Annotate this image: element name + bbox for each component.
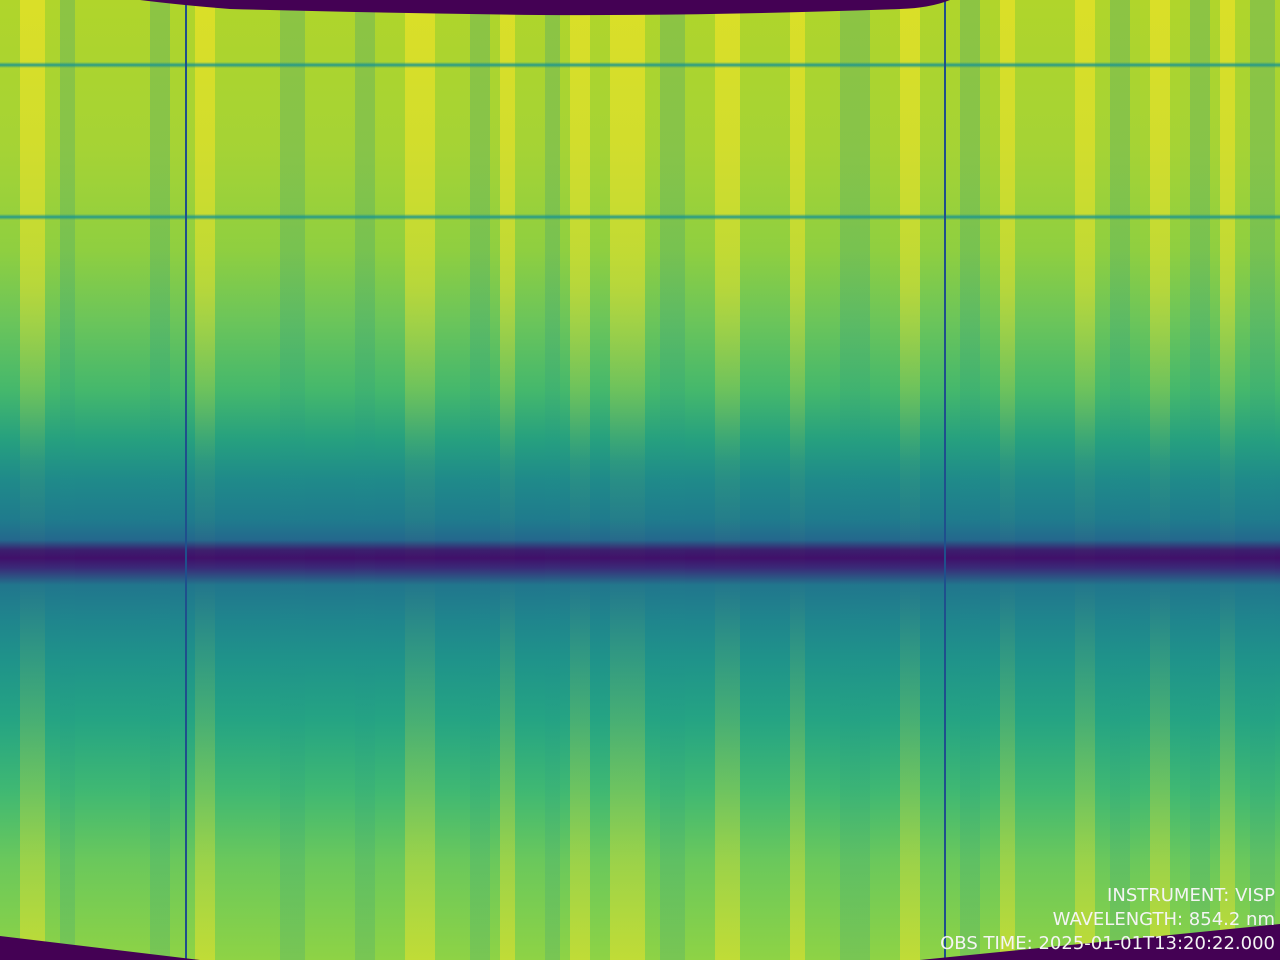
bright-stripe xyxy=(790,0,805,960)
top-mask-arc xyxy=(140,0,950,16)
bright-stripe xyxy=(1000,0,1015,960)
bright-stripe xyxy=(900,0,920,960)
absorption-line-upper xyxy=(0,62,1280,68)
dark-stripe xyxy=(1110,0,1130,960)
dark-stripe xyxy=(1190,0,1210,960)
dark-stripe xyxy=(280,0,305,960)
observation-info: INSTRUMENT: VISP WAVELENGTH: 854.2 nm OB… xyxy=(940,884,1275,956)
wavelength-label: WAVELENGTH: 854.2 nm xyxy=(1052,909,1275,930)
bright-stripe xyxy=(715,0,740,960)
bright-stripe xyxy=(570,0,590,960)
dark-stripe xyxy=(1250,0,1275,960)
slit-boundary-line-left xyxy=(185,0,187,960)
bright-stripe xyxy=(1075,0,1095,960)
dark-stripe xyxy=(840,0,870,960)
instrument-label: INSTRUMENT: VISP xyxy=(1107,885,1275,906)
dark-stripe xyxy=(660,0,685,960)
bright-stripe xyxy=(1220,0,1235,960)
slit-boundary-line-right xyxy=(944,0,946,960)
bright-stripe xyxy=(20,0,45,960)
dark-stripe xyxy=(355,0,375,960)
dark-stripe xyxy=(960,0,980,960)
bright-stripe xyxy=(195,0,215,960)
absorption-line-middle xyxy=(0,214,1280,220)
obs-time-label: OBS TIME: 2025-01-01T13:20:22.000 xyxy=(940,933,1275,954)
dark-stripe xyxy=(470,0,490,960)
bottom-right-mask xyxy=(920,924,1280,960)
dark-stripe xyxy=(60,0,75,960)
dark-stripe xyxy=(545,0,560,960)
bright-stripe xyxy=(610,0,645,960)
bottom-left-mask xyxy=(0,936,200,960)
bright-stripe xyxy=(500,0,515,960)
bright-stripe xyxy=(1150,0,1170,960)
dark-stripe xyxy=(150,0,170,960)
bright-stripe xyxy=(405,0,435,960)
